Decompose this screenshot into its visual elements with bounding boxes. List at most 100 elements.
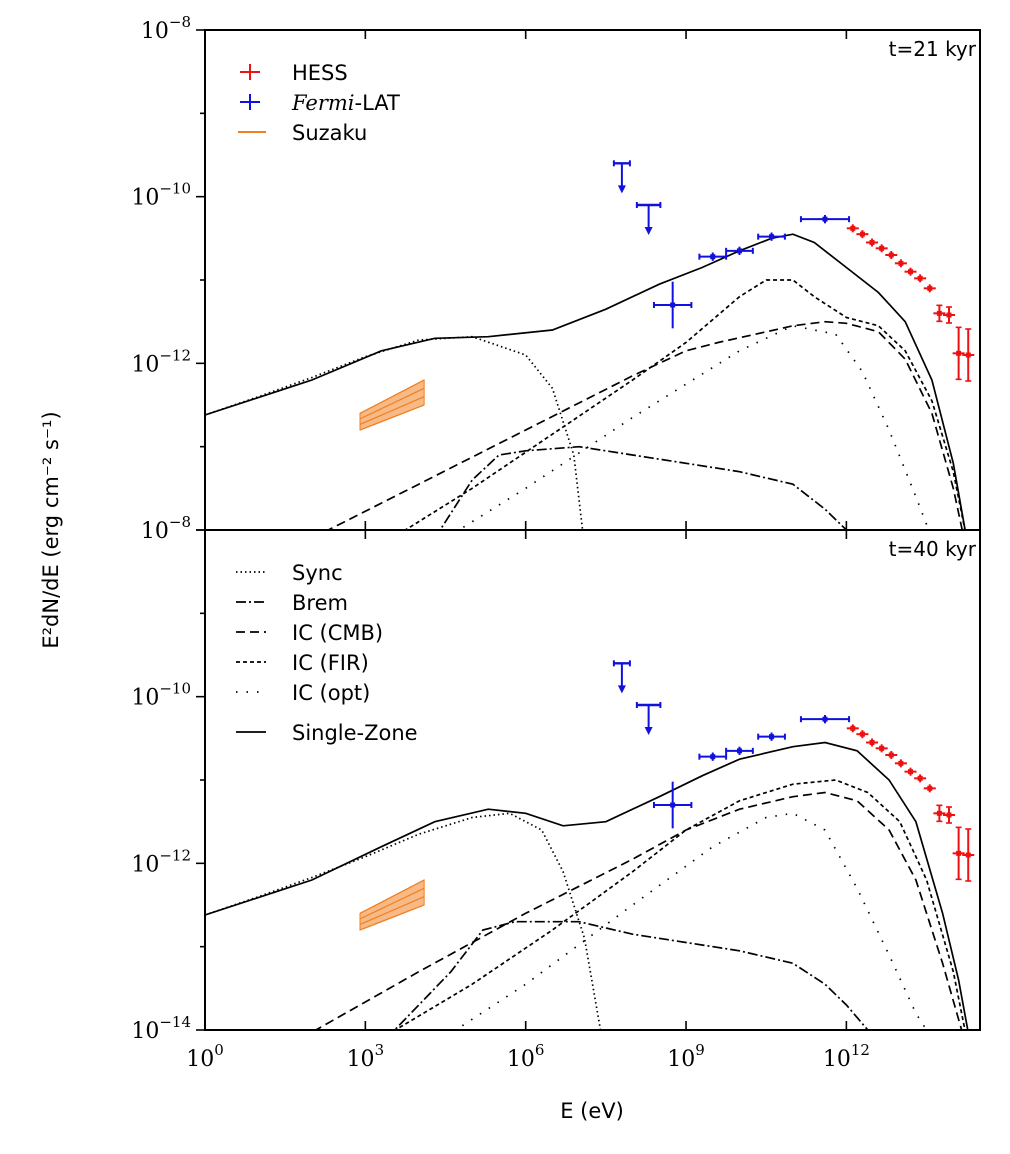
legend-label-ic-cmb: IC (CMB): [292, 621, 383, 645]
legend-entry-hess: HESS: [240, 61, 348, 85]
curve-total: [205, 741, 969, 1030]
hess-point: [943, 806, 955, 824]
legend-label-hess: HESS: [292, 61, 348, 85]
x-axis-label: E (eV): [560, 1099, 624, 1123]
hess-point: [894, 259, 907, 268]
legend-entry-fermi: Fermi-LAT: [240, 91, 400, 115]
plot-area: [205, 660, 1007, 1030]
legend-data: HESS Fermi-LAT Suzaku: [238, 61, 400, 145]
legend-label-sync: Sync: [292, 561, 343, 585]
fermi-point: [799, 215, 851, 224]
plot-area: [205, 160, 1007, 530]
fermi-point: [725, 246, 754, 255]
x-tick-label: 106: [507, 1041, 545, 1072]
hess-point: [933, 304, 946, 323]
hess-point: [885, 251, 898, 259]
suzaku-band-line: [359, 404, 425, 431]
fermi-point: [725, 746, 754, 755]
hess-point: [856, 230, 869, 239]
hess-point: [952, 826, 965, 881]
suzaku-band-line: [359, 396, 425, 425]
hess-point: [962, 828, 975, 882]
curve-ic-cmb: [314, 791, 963, 1030]
legend-entry-ic-fir: IC (FIR): [236, 651, 369, 675]
curve-ic-fir: [393, 779, 966, 1030]
fermi-upper-limit: [635, 702, 662, 735]
suzaku-band-line: [359, 887, 425, 920]
hess-point: [923, 784, 936, 793]
fermi-upper-limit: [635, 202, 662, 235]
legend-entry-single-zone: Single-Zone: [236, 721, 418, 745]
hess-point: [894, 759, 907, 768]
y-tick-label: 10−8: [141, 513, 191, 544]
suzaku-band-line: [359, 896, 425, 925]
x-tick-label: 109: [667, 1041, 705, 1072]
hess-upper-limit: [991, 284, 1007, 299]
suzaku-band-line: [359, 387, 425, 420]
time-label: t=21 kyr: [889, 37, 977, 61]
hess-point: [866, 738, 879, 747]
y-tick-label: 10−10: [131, 680, 191, 711]
y-tick-label: 10−12: [131, 846, 191, 877]
hess-point: [914, 774, 927, 783]
y-tick-label: 10−8: [141, 13, 191, 44]
hess-point: [875, 244, 888, 253]
hess-upper-limit: [991, 784, 1007, 799]
legend-entry-ic-opt: IC (opt): [236, 681, 370, 705]
hess-point: [943, 306, 955, 324]
curve-ic-fir: [403, 279, 966, 530]
x-tick-label: 100: [186, 1041, 224, 1072]
curve-sync: [205, 812, 602, 1030]
x-tick-label: 1012: [823, 1041, 870, 1072]
suzaku-band-line: [359, 879, 425, 914]
y-tick-label: 10−12: [131, 346, 191, 377]
hess-point: [885, 751, 898, 759]
hess-point: [904, 267, 917, 276]
curve-ic-opt: [457, 324, 930, 530]
y-axis-label: E²dN/dE (erg cm⁻² s⁻¹): [39, 411, 63, 648]
curve-brem: [439, 445, 847, 530]
legend-label-brem: Brem: [292, 591, 348, 615]
curve-total: [205, 233, 966, 530]
hess-point: [933, 804, 946, 823]
hess-point: [952, 326, 965, 381]
fermi-point: [799, 715, 851, 724]
legend-model: Sync Brem IC (CMB) IC (FIR) IC (opt) Sin…: [236, 561, 418, 745]
legend-label-single-zone: Single-Zone: [292, 721, 418, 745]
hess-point: [846, 724, 859, 733]
y-tick-label: 10−10: [131, 180, 191, 211]
fermi-point: [757, 232, 786, 241]
suzaku-band-line: [359, 904, 425, 931]
curve-sync: [205, 335, 584, 530]
hess-point: [904, 767, 917, 776]
hess-point: [866, 238, 879, 247]
legend-entry-brem: Brem: [236, 591, 348, 615]
fermi-upper-limit: [612, 160, 631, 194]
fermi-point: [652, 781, 693, 829]
curve-ic-cmb: [326, 320, 964, 530]
fermi-point: [698, 752, 728, 761]
fermi-point: [698, 252, 728, 261]
y-tick-label: 10−14: [131, 1013, 191, 1044]
hess-point: [923, 284, 936, 293]
hess-point: [914, 274, 927, 283]
fermi-point: [652, 281, 693, 329]
suzaku-band: [359, 879, 425, 931]
hess-point: [856, 730, 869, 739]
hess-point: [875, 744, 888, 753]
legend-entry-sync: Sync: [236, 561, 343, 585]
suzaku-band: [359, 379, 425, 431]
curve-brem: [393, 920, 869, 1030]
legend-entry-suzaku: Suzaku: [238, 121, 367, 145]
panel-top: 10−8 10−10 10−12 t=21 kyr: [131, 13, 1007, 531]
x-tick-label: 103: [347, 1041, 385, 1072]
time-label: t=40 kyr: [889, 537, 977, 561]
legend-entry-ic-cmb: IC (CMB): [236, 621, 383, 645]
suzaku-band-line: [359, 379, 425, 414]
fermi-point: [757, 732, 786, 741]
legend-label-ic-opt: IC (opt): [292, 681, 370, 705]
legend-label-suzaku: Suzaku: [292, 121, 367, 145]
panel-bottom: 10−8 10−10 10−12 t=40 kyr 100 103 106 109 1012 10…: [131, 513, 1007, 1072]
hess-point: [846, 224, 859, 233]
